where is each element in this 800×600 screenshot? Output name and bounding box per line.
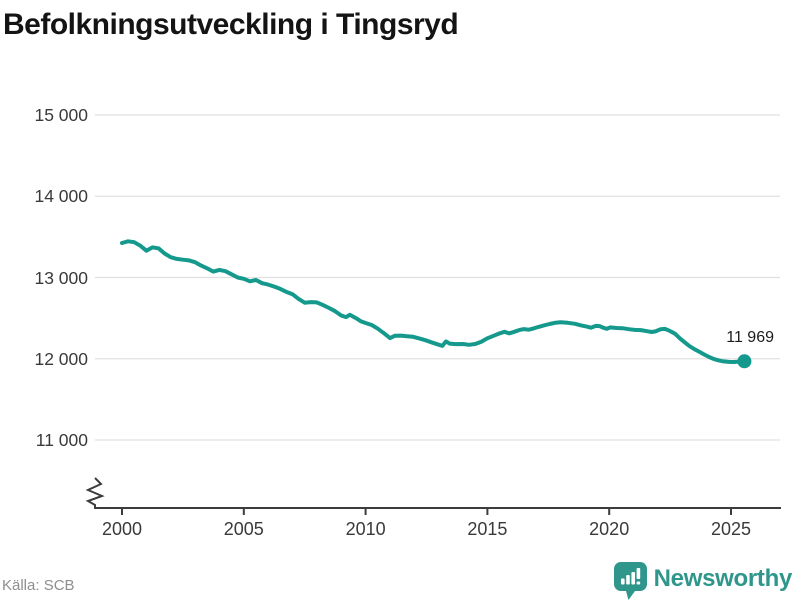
- y-axis-tick-label: 12 000: [34, 348, 88, 369]
- x-axis: [95, 507, 781, 515]
- newsworthy-logo-text: Newsworthy: [653, 565, 793, 592]
- source-note: Källa: SCB: [2, 577, 75, 594]
- x-axis-tick-label: 2010: [345, 519, 386, 539]
- axis-break-icon: [85, 477, 105, 509]
- y-axis-tick-label: 13 000: [34, 267, 88, 288]
- x-axis-tick-label: 2025: [710, 519, 752, 539]
- end-value-label: 11 969: [726, 329, 774, 346]
- y-axis-tick-label: 11 000: [35, 430, 88, 450]
- end-point-marker: [737, 354, 752, 369]
- y-axis-tick-label: 14 000: [34, 186, 88, 207]
- x-axis-tick-label: 2015: [467, 519, 508, 539]
- x-axis-tick-label: 2020: [589, 519, 630, 539]
- x-axis-tick-label: 2000: [101, 519, 143, 539]
- population-line: [120, 239, 747, 364]
- y-axis-tick-label: 15 000: [34, 105, 88, 125]
- x-axis-tick-label: 2005: [223, 519, 264, 539]
- chart-title: Befolkningsutveckling i Tingsryd: [3, 8, 459, 41]
- gridlines: [95, 114, 780, 441]
- newsworthy-logo-icon: [613, 562, 647, 600]
- newsworthy-logo[interactable]: Newsworthy: [613, 562, 793, 600]
